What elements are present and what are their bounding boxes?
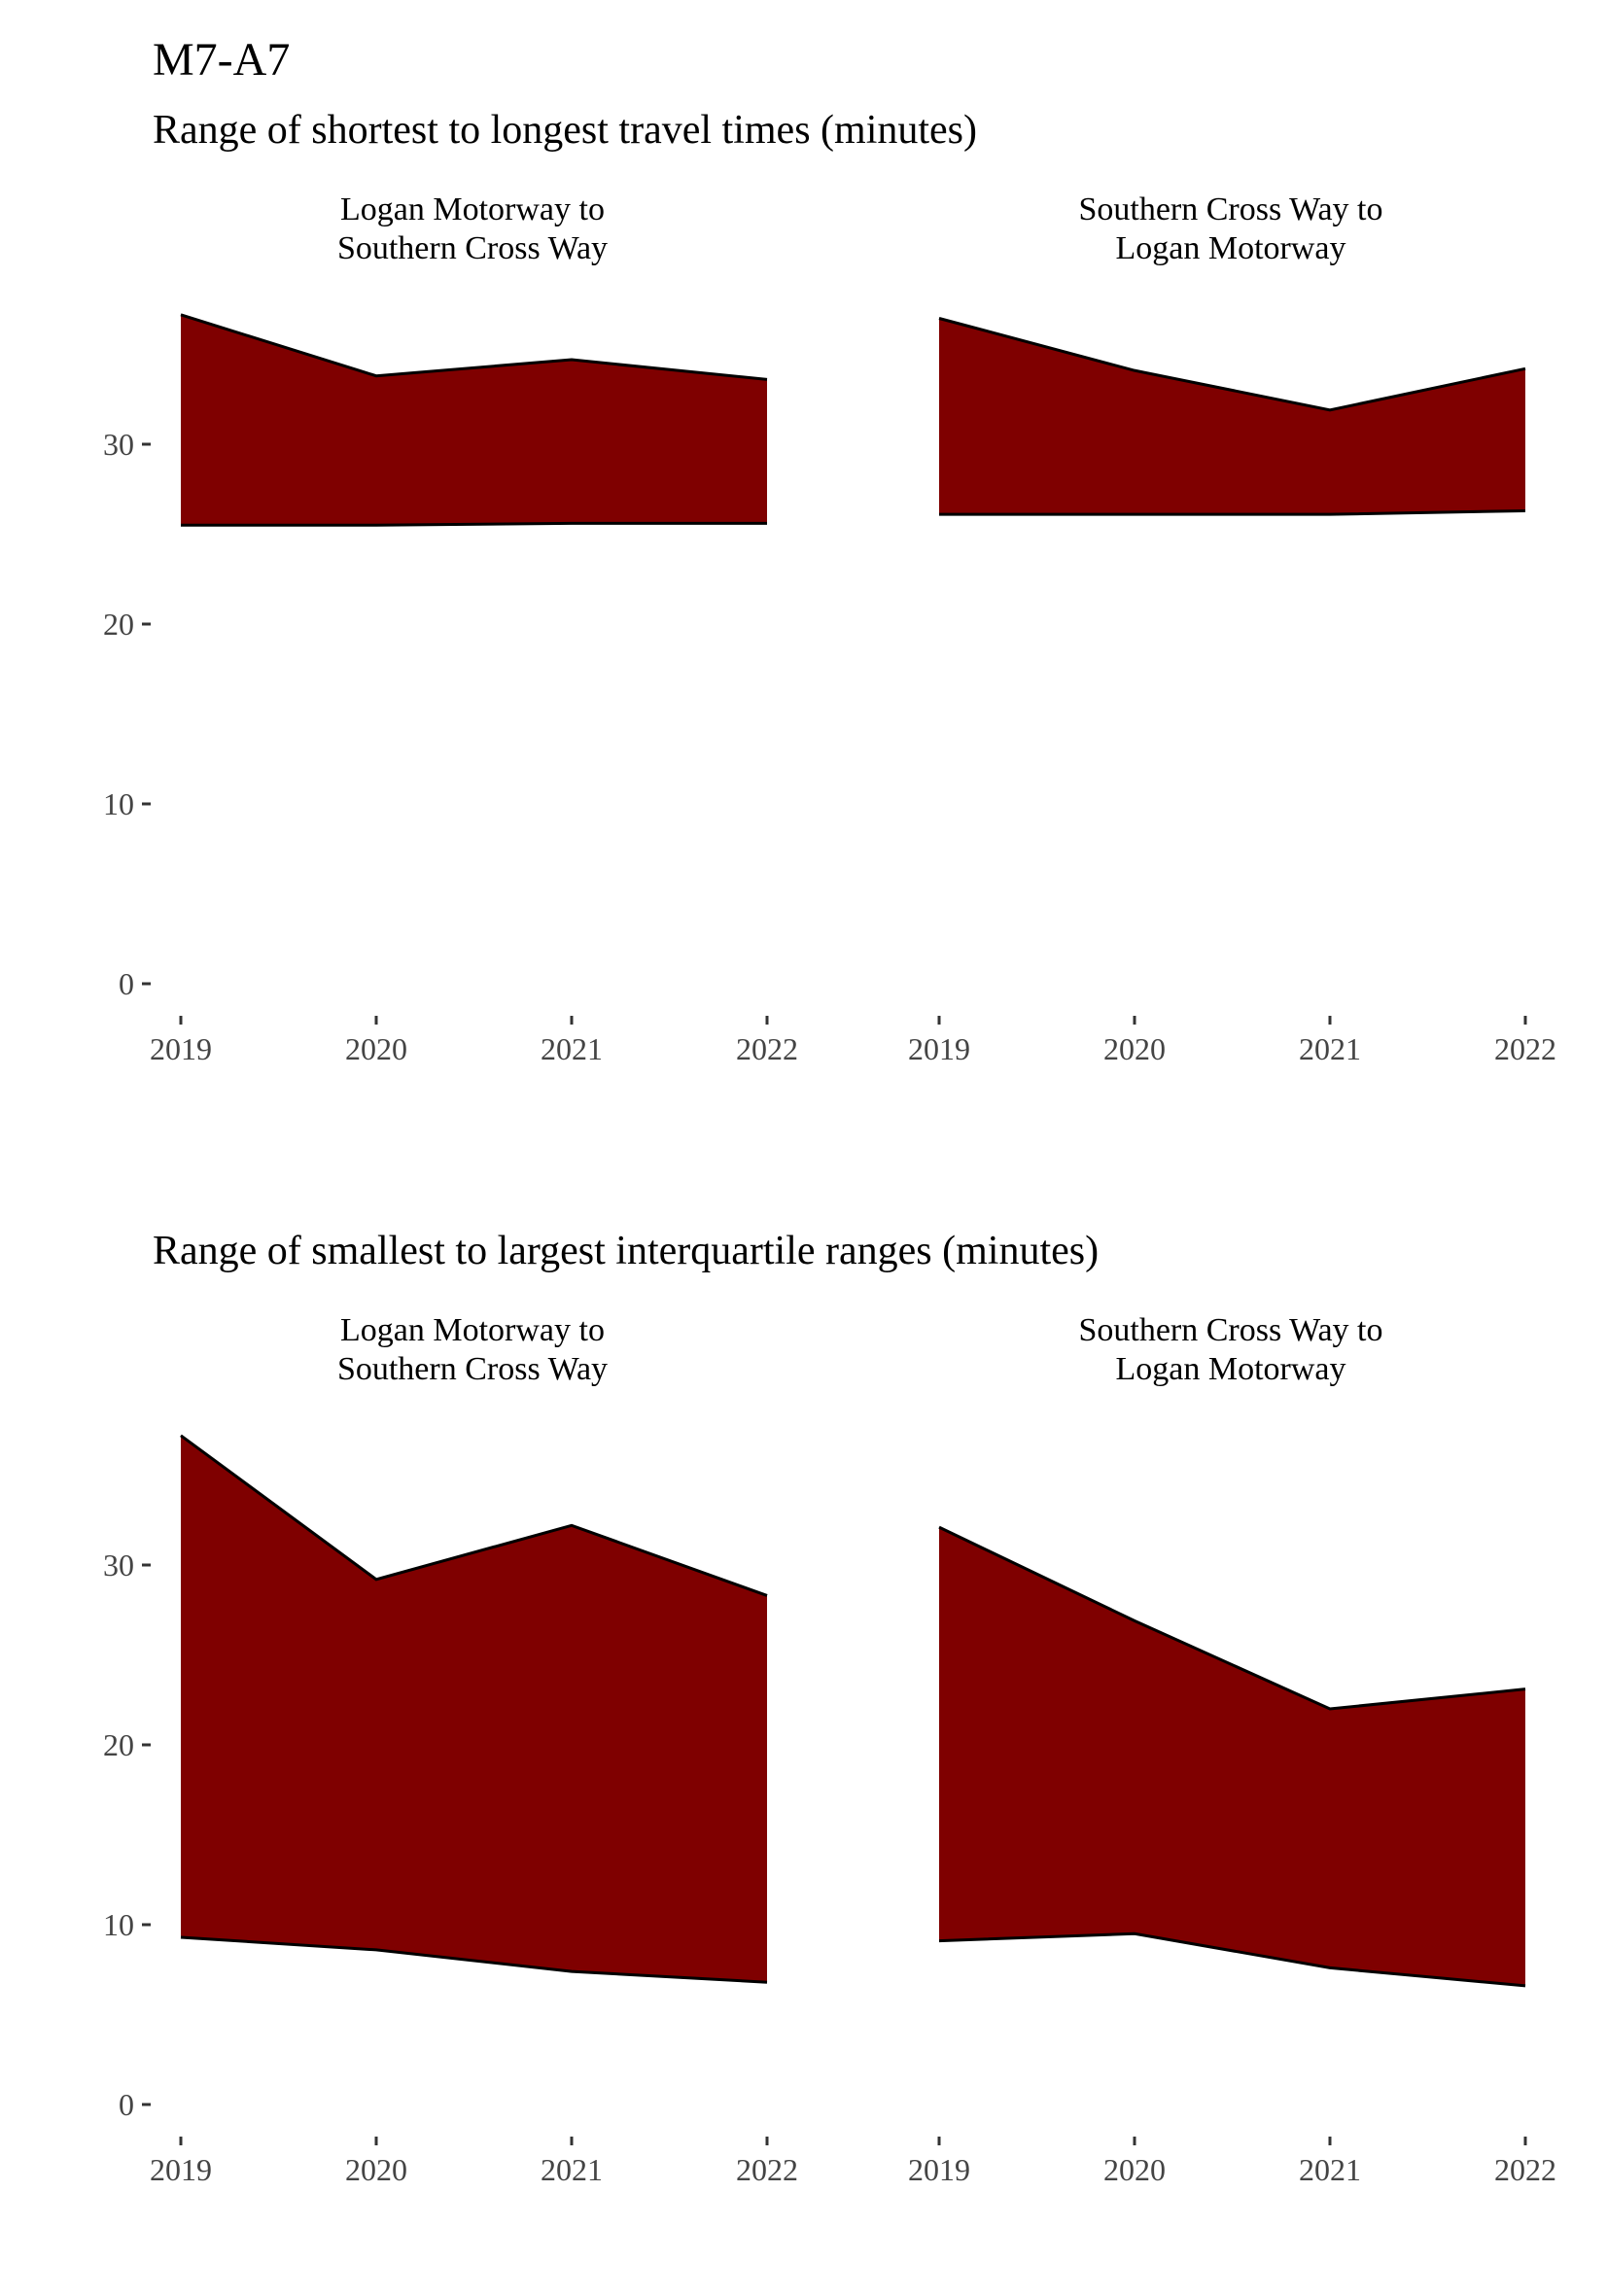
facet-label-1-1: Logan Motorway to Southern Cross Way <box>336 191 609 266</box>
x-tick-label-1-1-2021: 2021 <box>541 1031 603 1066</box>
lower-line-1-1 <box>181 521 767 527</box>
upper-line-2-2 <box>938 1525 1526 1711</box>
x-tick-label-1-2-2022: 2022 <box>1494 1031 1556 1066</box>
x-tick-label-1-1-2019: 2019 <box>150 1031 212 1066</box>
x-tick-label-1-2-2019: 2019 <box>908 1031 970 1066</box>
x-tick-label-1-1-2022: 2022 <box>736 1031 798 1066</box>
x-tick-label-2-1-2021: 2021 <box>541 2152 603 2187</box>
range-area-2-2 <box>939 1527 1525 1986</box>
upper-line-2-1 <box>180 1434 768 1597</box>
lower-line-2-1 <box>180 1935 768 1984</box>
x-tick-label-2-2-2022: 2022 <box>1494 2152 1556 2187</box>
x-tick-label-2-2-2020: 2020 <box>1103 2152 1166 2187</box>
y-tick-label-2-0: 0 <box>119 2087 134 2122</box>
lower-line-1-2 <box>939 508 1526 516</box>
y-tick-label-2-30: 30 <box>103 1548 134 1583</box>
y-tick-label-1-0: 0 <box>119 966 134 1001</box>
x-tick-label-2-2-2019: 2019 <box>908 2152 970 2187</box>
lower-line-2-2 <box>938 1931 1526 1988</box>
x-tick-label-1-1-2020: 2020 <box>345 1031 407 1066</box>
section-1-subtitle: Range of shortest to longest travel time… <box>153 108 977 153</box>
upper-line-1-1 <box>180 313 768 381</box>
facet-label-2-1: Logan Motorway to Southern Cross Way <box>336 1312 609 1387</box>
y-tick-label-2-10: 10 <box>103 1907 134 1942</box>
range-area-1-2 <box>939 318 1525 515</box>
range-area-1-1 <box>181 314 767 526</box>
x-tick-label-1-2-2020: 2020 <box>1103 1031 1166 1066</box>
y-tick-label-1-20: 20 <box>103 607 134 642</box>
range-area-2-1 <box>181 1435 767 1983</box>
x-tick-label-2-2-2021: 2021 <box>1299 2152 1361 2187</box>
x-tick-label-2-1-2019: 2019 <box>150 2152 212 2187</box>
x-tick-label-2-1-2022: 2022 <box>736 2152 798 2187</box>
figure-title: M7-A7 <box>153 34 291 86</box>
y-tick-label-2-20: 20 <box>103 1727 134 1762</box>
y-tick-label-1-30: 30 <box>103 427 134 462</box>
facet-label-2-2: Southern Cross Way to Logan Motorway <box>1078 1312 1383 1387</box>
facet-label-1-2: Southern Cross Way to Logan Motorway <box>1078 191 1383 266</box>
upper-line-1-2 <box>938 317 1526 412</box>
x-tick-label-2-1-2020: 2020 <box>345 2152 407 2187</box>
y-tick-label-1-10: 10 <box>103 786 134 821</box>
section-2-subtitle: Range of smallest to largest interquarti… <box>153 1229 1100 1273</box>
x-tick-label-1-2-2021: 2021 <box>1299 1031 1361 1066</box>
